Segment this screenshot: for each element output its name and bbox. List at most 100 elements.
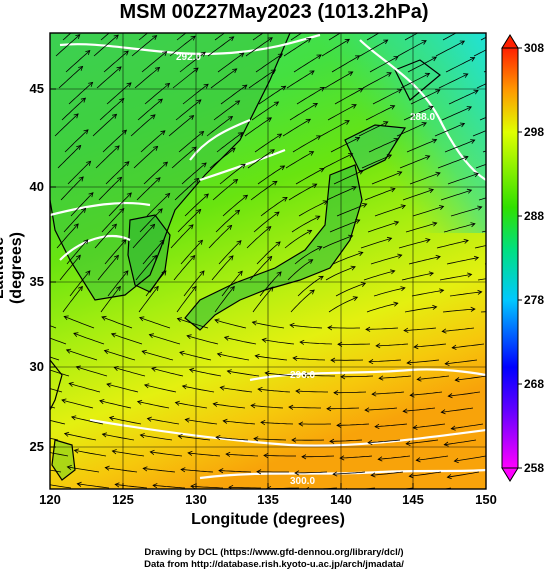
streamline [454,455,486,462]
streamline-arrowhead [235,100,241,106]
streamline [400,73,430,89]
streamline [365,105,395,121]
streamline-arrowhead [339,455,345,461]
streamline [364,188,396,201]
streamline-arrowhead [295,388,301,394]
streamline-arrowhead [199,270,205,276]
streamline-arrowhead [269,149,275,154]
streamline [63,208,86,233]
streamline-arrowhead [466,106,472,111]
streamline-arrowhead [228,255,234,261]
contour-label: 292.0 [176,52,201,63]
streamline-arrowhead [469,57,476,62]
streamline [323,153,353,169]
streamline-arrowhead [194,177,200,183]
y-axis-label: Latitude (degrees) [0,231,25,305]
streamline [255,53,283,73]
streamline-arrowhead [201,162,207,168]
streamline [399,155,430,169]
streamline-arrowhead [104,465,110,471]
streamline [263,455,296,457]
streamline-arrowhead [242,84,248,90]
streamline-arrowhead [197,239,203,245]
streamline-arrowhead [226,369,232,375]
streamline-arrowhead [473,255,480,261]
streamline-arrowhead [313,23,318,27]
streamline [259,271,282,297]
streamline [396,122,427,137]
streamline-arrowhead [179,350,185,356]
streamline-arrowhead [348,71,354,77]
streamline-arrowhead [237,132,244,137]
streamline-arrowhead [164,82,171,88]
streamline-arrowhead [232,178,239,184]
streamline [446,257,479,265]
streamline [398,239,430,249]
streamline-arrowhead [368,359,374,365]
streamline [100,286,121,313]
streamline [146,193,170,217]
streamline-arrowhead [389,105,396,110]
streamline-arrowhead [254,353,260,359]
streamline [265,372,298,377]
streamline-arrowhead [181,384,188,390]
streamline [262,339,295,345]
streamline-arrowhead [288,404,294,410]
streamline [294,471,328,474]
streamline [62,286,83,313]
streamline-arrowhead [432,304,438,310]
streamline-arrowhead [352,296,359,301]
streamline [441,106,472,121]
streamline-arrowhead [86,160,92,166]
streamline [286,70,315,89]
streamline [362,72,392,89]
streamline-arrowhead [463,238,469,244]
streamline [369,56,399,73]
streamline [441,407,474,413]
streamline [175,99,202,121]
streamline [472,130,486,137]
streamline-arrowhead [63,315,69,321]
streamline [370,254,402,265]
streamline [290,324,323,329]
isotherm-contours [50,33,486,480]
streamline [448,391,481,397]
streamline [95,145,120,169]
streamline-arrowhead [470,222,476,228]
streamline [376,343,409,347]
streamline [292,135,321,153]
streamline [334,88,364,105]
streamline-arrowhead [188,224,194,230]
streamline-arrowhead [386,236,393,242]
streamline [473,49,486,57]
streamline [296,87,325,105]
streamline-arrowhead [26,316,31,320]
streamline [447,173,479,185]
streamline-arrowhead [223,335,230,341]
streamline-arrowhead [298,421,304,427]
streamline-arrowhead [371,391,377,397]
streamline [226,453,259,457]
streamline-arrowhead [375,343,381,349]
streamline [329,439,363,442]
streamline-arrowhead [141,349,147,355]
streamline-arrowhead [477,289,483,295]
streamline-arrowhead [498,41,503,45]
streamline-arrowhead [101,432,108,438]
streamline-arrowhead [242,194,249,200]
streamline-arrowhead [405,440,411,446]
y-tick-label: 40 [30,179,44,194]
streamline-arrowhead [148,333,154,339]
streamline-arrowhead [111,223,117,229]
y-tick-label: 45 [30,81,44,96]
streamline [288,406,321,409]
streamline [477,278,486,281]
streamline [403,407,436,412]
streamline-arrowhead [190,483,196,489]
streamline [476,83,486,89]
streamline-arrowhead [78,176,84,182]
streamline [179,51,206,73]
streamline [134,67,160,89]
streamline [401,272,434,281]
